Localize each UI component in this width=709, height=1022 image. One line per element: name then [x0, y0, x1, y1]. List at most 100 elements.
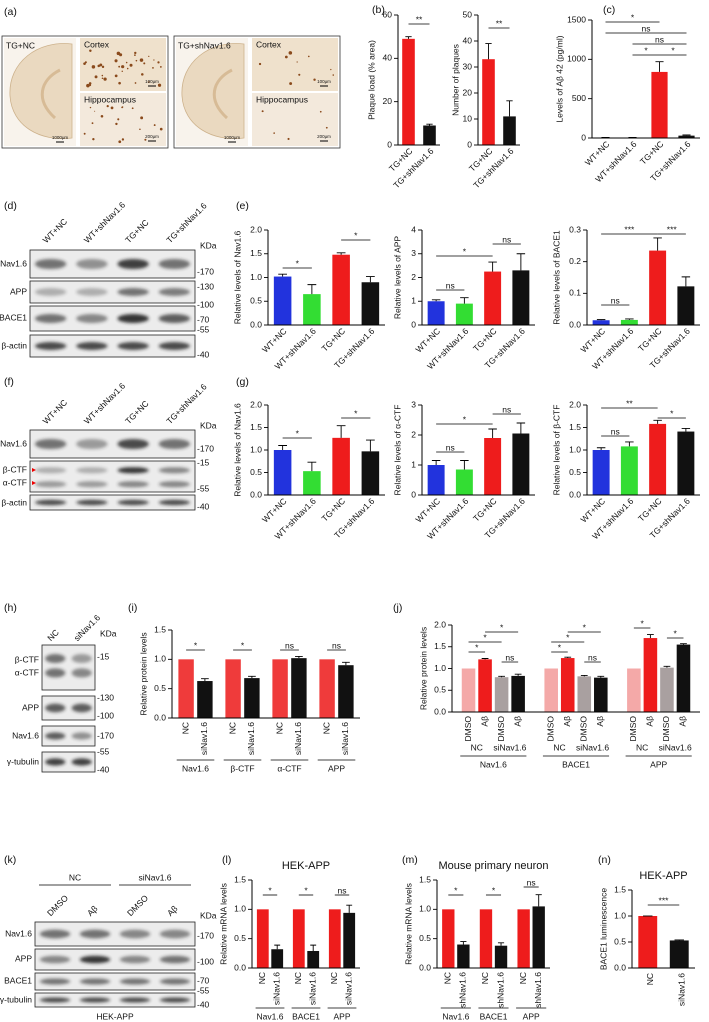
blot-band — [45, 654, 66, 663]
plaque — [296, 61, 298, 63]
significance-label: ** — [496, 18, 503, 28]
error-bar — [580, 675, 588, 677]
group-label: APP — [328, 763, 345, 773]
plaque — [139, 128, 141, 131]
subgroup-label: siNav1.6 — [493, 742, 526, 752]
significance-label: * — [566, 632, 570, 642]
panel-label: (b) — [372, 4, 385, 16]
x-tick-label: NC — [645, 973, 655, 985]
x-tick-label: TG+NC — [320, 496, 348, 524]
subgroup-label: siNav1.6 — [659, 742, 692, 752]
blot-band — [79, 997, 111, 1003]
plaque — [261, 110, 264, 113]
x-tick-label: DMSO — [628, 716, 638, 742]
row-label: β-CTF — [15, 654, 39, 664]
bar — [494, 945, 508, 968]
blot-band — [158, 314, 191, 323]
y-axis-label: Relative levels of α-CTF — [392, 405, 402, 496]
plaque — [143, 62, 146, 65]
bar — [677, 286, 695, 325]
bar — [427, 465, 445, 495]
x-tick-label: shNav1.6 — [495, 972, 505, 1008]
y-tick-label: 0 — [387, 139, 392, 149]
error-bar — [596, 319, 606, 321]
blot-band — [39, 978, 71, 985]
y-tick-label: 30 — [463, 61, 473, 71]
bar — [225, 659, 241, 718]
bar — [197, 681, 213, 718]
significance-label: ns — [332, 640, 341, 650]
blot-band — [158, 499, 191, 506]
significance-label: ns — [446, 442, 455, 452]
x-tick-label: NC — [293, 972, 303, 984]
x-tick-label: NC — [180, 722, 190, 734]
micrograph — [252, 93, 338, 146]
error-bar — [460, 460, 469, 470]
blot-band — [76, 467, 108, 474]
significance-label: *** — [667, 224, 678, 234]
plaque — [134, 51, 137, 55]
blot-band — [159, 997, 191, 1003]
mw-marker: -170 — [97, 730, 114, 740]
blot-band — [34, 438, 67, 450]
axis — [477, 15, 520, 146]
y-tick-label: 1.5 — [250, 422, 262, 432]
blot-strip — [41, 751, 96, 773]
plaque — [114, 74, 118, 78]
subgroup-label: NC — [471, 742, 483, 752]
x-tick-label: shNav1.6 — [458, 972, 468, 1008]
mw-marker: -170 — [197, 443, 214, 453]
x-tick-label: shNav1.6 — [533, 972, 543, 1008]
error-bar — [682, 134, 691, 136]
blot-band — [45, 758, 66, 766]
significance-label: * — [454, 885, 458, 895]
blot-band — [158, 438, 191, 450]
mw-marker: -55 — [197, 324, 210, 334]
blot-band — [119, 929, 151, 939]
bar — [328, 909, 341, 968]
y-tick-label: 2.0 — [434, 619, 446, 629]
significance-label: * — [354, 408, 358, 418]
error-bar — [625, 318, 634, 320]
plaque — [92, 137, 95, 141]
plaque — [101, 65, 105, 69]
plaque — [89, 106, 92, 109]
micrograph — [80, 38, 166, 91]
error-bar — [278, 273, 288, 277]
y-tick-label: 0 — [411, 319, 416, 329]
y-tick-label: 0.5 — [154, 683, 166, 693]
blot-band — [39, 997, 71, 1003]
significance-label: * — [492, 885, 496, 895]
panel-label: (a) — [4, 6, 17, 18]
blot-band — [45, 703, 66, 713]
x-tick-label: NC — [329, 972, 339, 984]
blot-band — [158, 342, 191, 350]
y-tick-label: 0.0 — [569, 319, 581, 329]
blot-band — [76, 258, 108, 270]
error-bar — [336, 252, 346, 255]
significance-label: * — [463, 246, 467, 256]
plaque — [325, 126, 328, 129]
plaque — [148, 55, 150, 58]
error-bar — [497, 942, 505, 946]
x-tick-label: Aβ — [512, 716, 522, 727]
x-tick-label: DMSO — [463, 716, 473, 742]
y-tick-label: 10 — [463, 113, 473, 123]
significance-label: ns — [642, 23, 651, 33]
plaque — [121, 70, 123, 73]
axis — [451, 625, 700, 713]
panel-label: (j) — [393, 602, 402, 614]
y-axis-label: Plaque load (% area) — [366, 40, 376, 120]
x-tick-label: siNav1.6 — [199, 722, 209, 755]
lane-label: TG+shNav1.6 — [164, 200, 209, 245]
bar — [291, 658, 307, 718]
axis — [421, 230, 535, 326]
significance-label: ** — [416, 14, 423, 24]
significance-label: ns — [611, 295, 620, 305]
group-label: α-CTF — [277, 763, 301, 773]
x-tick-label: TG+NC — [471, 326, 499, 354]
y-axis-label: BACE1 luminescence — [598, 888, 608, 970]
error-bar — [535, 894, 542, 907]
bar — [461, 668, 476, 712]
lane-label: NC — [45, 627, 61, 643]
